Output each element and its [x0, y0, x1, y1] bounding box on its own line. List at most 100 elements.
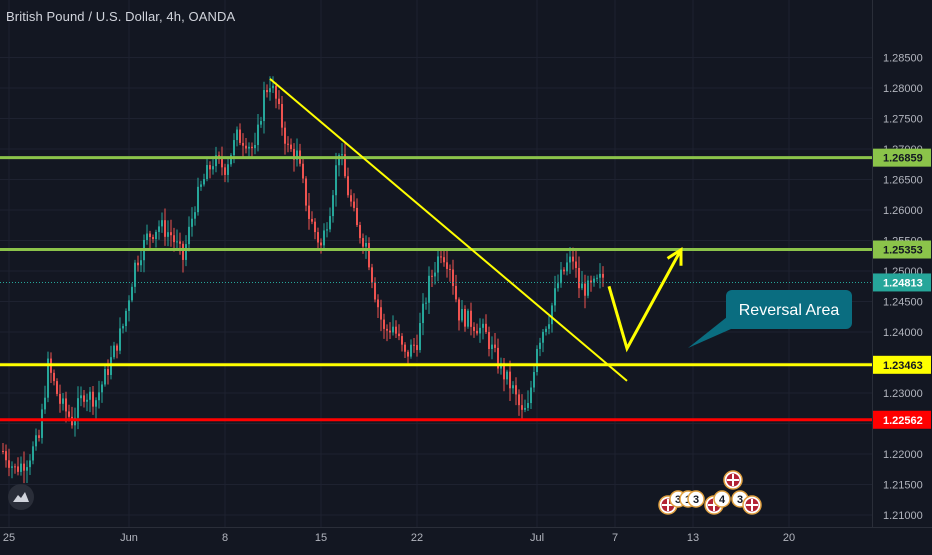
candle-body — [461, 309, 463, 321]
candle-body — [386, 328, 388, 331]
candle-body — [308, 205, 310, 219]
candle-body — [215, 155, 217, 167]
candle-body — [212, 166, 214, 170]
candle-body — [35, 435, 37, 447]
reversal-callout[interactable]: Reversal Area — [688, 290, 852, 348]
event-markers[interactable]: 31343 — [658, 470, 762, 515]
candle-body — [473, 326, 475, 331]
candle-body — [497, 347, 499, 369]
candle-body — [155, 231, 157, 240]
price-tick-label: 1.28500 — [883, 53, 923, 65]
candle-body — [560, 269, 562, 284]
candle-body — [536, 348, 538, 373]
candle-body — [431, 275, 433, 277]
candle-body — [350, 195, 352, 202]
candle-body — [317, 232, 319, 243]
time-tick-label: 22 — [411, 532, 423, 544]
candle-body — [419, 323, 421, 351]
grid — [0, 0, 872, 527]
level-price-tag: 1.26859 — [883, 153, 923, 165]
time-tick-label: 20 — [783, 532, 795, 544]
chart-title: British Pound / U.S. Dollar, 4h, OANDA — [6, 9, 236, 24]
candle-body — [125, 310, 127, 327]
candle-body — [158, 226, 160, 232]
candle-body — [59, 393, 61, 404]
projection-arrowhead-icon — [666, 246, 683, 266]
badge-ring — [687, 490, 705, 508]
level-price-tag-bg — [873, 410, 931, 429]
candle-body — [140, 260, 142, 266]
projection-path[interactable] — [607, 248, 683, 353]
candle-body — [491, 344, 493, 349]
candle-body — [113, 345, 115, 358]
candle-body — [20, 463, 22, 472]
current-price-tag: 1.24813 — [883, 277, 923, 289]
candle-body — [503, 363, 505, 380]
candle-body — [575, 261, 577, 268]
badge-count: 3 — [675, 494, 681, 506]
candle-body — [368, 243, 370, 268]
candle-body — [104, 369, 106, 385]
candle-body — [314, 221, 316, 233]
candle-body — [362, 238, 364, 247]
price-axis[interactable]: 1.285001.280001.275001.270001.265001.260… — [872, 0, 932, 550]
candle-body — [464, 309, 466, 327]
candle-body — [587, 280, 589, 296]
candle-body — [116, 345, 118, 351]
drawings[interactable]: Reversal Area — [269, 78, 852, 382]
candle-body — [263, 90, 265, 122]
badge-ring — [713, 490, 731, 508]
candle-body — [65, 398, 67, 412]
candle-body — [209, 165, 211, 170]
candle-body — [542, 331, 544, 343]
candle-body — [77, 398, 79, 418]
candle-body — [23, 463, 25, 471]
candle-body — [335, 165, 337, 196]
candle-body — [224, 167, 226, 175]
candle-body — [401, 336, 403, 345]
candle-body — [395, 326, 397, 334]
candle-body — [455, 285, 457, 300]
candle-body — [293, 149, 295, 160]
candle-body — [26, 467, 28, 471]
candle-body — [203, 179, 205, 185]
candle-body — [275, 85, 277, 99]
candle-body — [95, 400, 97, 407]
candle-body — [374, 282, 376, 300]
candle-body — [236, 129, 238, 141]
tradingview-logo-icon[interactable] — [8, 484, 34, 510]
time-tick-label: Jun — [120, 532, 138, 544]
price-tick-label: 1.22000 — [883, 449, 923, 461]
candle-body — [29, 460, 31, 468]
trendline[interactable] — [269, 78, 628, 382]
candle-body — [410, 344, 412, 357]
callout-text: Reversal Area — [739, 302, 840, 319]
event-flag-us-icon[interactable] — [742, 495, 762, 515]
candle-body — [479, 327, 481, 334]
candle-body — [518, 394, 520, 406]
candle-body — [68, 411, 70, 417]
candle-body — [593, 278, 595, 283]
event-badge[interactable]: 4 — [713, 490, 731, 508]
horizontal-levels[interactable] — [0, 156, 872, 422]
candle-body — [341, 154, 343, 156]
candle-body — [389, 330, 391, 333]
price-tick-label: 1.24500 — [883, 297, 923, 309]
candle-body — [137, 262, 139, 266]
level-price-tag: 1.22562 — [883, 415, 923, 427]
candle-body — [284, 127, 286, 144]
candle-body — [74, 417, 76, 426]
candle-body — [119, 328, 121, 351]
event-badge[interactable]: 3 — [687, 490, 705, 508]
time-axis[interactable]: 25 Jun 8 15 22 Jul 7 13 20 — [0, 527, 932, 550]
candle-body — [602, 273, 604, 278]
candles — [2, 76, 604, 484]
current-price-tag-bg — [873, 273, 931, 292]
price-tick-label: 1.26000 — [883, 205, 923, 217]
flag-cross-v — [732, 474, 734, 486]
event-flag-uk-icon[interactable] — [723, 470, 743, 490]
candle-body — [434, 272, 436, 277]
price-tick-label: 1.27500 — [883, 114, 923, 126]
